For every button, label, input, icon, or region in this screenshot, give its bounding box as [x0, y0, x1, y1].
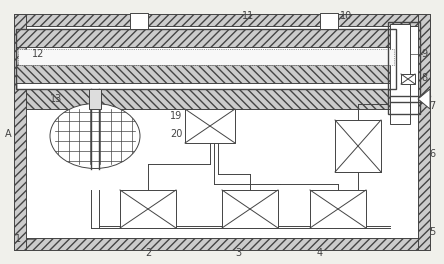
Bar [222, 190, 278, 228]
Bar [390, 24, 410, 124]
Text: 6: 6 [429, 149, 435, 159]
Text: 3: 3 [235, 248, 241, 258]
Bar [401, 74, 415, 84]
Text: A: A [5, 129, 11, 139]
Bar [14, 238, 430, 250]
Bar [16, 29, 396, 47]
Bar [26, 26, 418, 238]
Bar [320, 13, 338, 29]
Text: 19: 19 [170, 111, 182, 121]
Bar [14, 14, 430, 26]
Bar [26, 89, 396, 109]
Text: 5: 5 [429, 227, 435, 237]
Text: 13: 13 [50, 94, 62, 104]
Bar [185, 109, 235, 143]
Text: 11: 11 [242, 11, 254, 21]
Text: 10: 10 [340, 11, 352, 21]
Bar [14, 14, 26, 250]
Bar [16, 29, 396, 89]
Bar [130, 13, 148, 29]
Bar [89, 89, 101, 109]
Ellipse shape [50, 103, 140, 168]
Text: 20: 20 [170, 129, 182, 139]
Text: 2: 2 [145, 248, 151, 258]
Text: 12: 12 [32, 49, 44, 59]
Bar [388, 22, 420, 114]
Bar [392, 26, 408, 122]
Text: 9: 9 [421, 49, 427, 59]
Polygon shape [418, 89, 430, 109]
Bar [18, 83, 394, 89]
Text: 4: 4 [317, 248, 323, 258]
Bar [18, 49, 394, 65]
Bar [418, 14, 430, 250]
Bar [335, 120, 381, 172]
Text: 1: 1 [15, 234, 21, 244]
Text: 8: 8 [421, 73, 427, 83]
Bar [16, 65, 396, 83]
Bar [310, 190, 366, 228]
Text: 7: 7 [429, 101, 435, 111]
Bar [120, 190, 176, 228]
